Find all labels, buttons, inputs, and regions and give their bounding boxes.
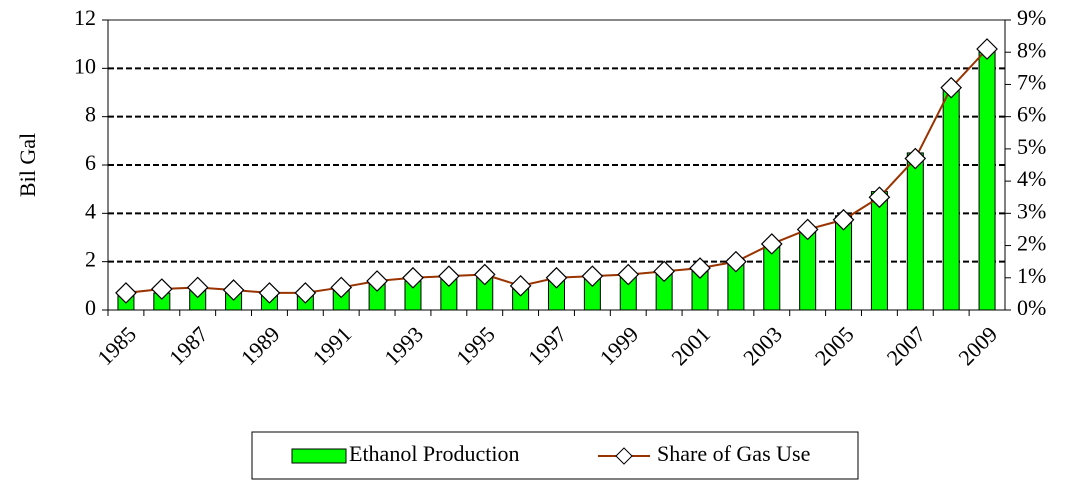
line-marker bbox=[796, 218, 819, 241]
line-marker bbox=[150, 278, 173, 300]
bar bbox=[870, 191, 888, 311]
y2-tick-label: 1% bbox=[1017, 263, 1046, 288]
line-marker bbox=[222, 279, 245, 301]
line-marker bbox=[581, 265, 604, 288]
x-tick-label: 1997 bbox=[523, 321, 572, 370]
y-tick-label: 10 bbox=[74, 53, 96, 78]
x-tick-label: 2003 bbox=[738, 321, 787, 370]
line-marker bbox=[725, 250, 747, 273]
bar bbox=[942, 87, 960, 311]
x-tick-label: 1991 bbox=[308, 321, 357, 370]
legend-marker bbox=[615, 447, 633, 465]
y2-tick-label: 8% bbox=[1017, 37, 1046, 62]
y2-tick-label: 0% bbox=[1017, 295, 1046, 320]
plot-area bbox=[108, 20, 1005, 310]
line-marker bbox=[617, 263, 640, 286]
line-marker bbox=[402, 266, 424, 289]
line-marker bbox=[940, 76, 963, 99]
y2-tick-label: 2% bbox=[1017, 231, 1046, 256]
y2-tick-label: 7% bbox=[1017, 69, 1046, 94]
x-tick-label: 2001 bbox=[666, 321, 715, 370]
x-tick-label: 1995 bbox=[451, 321, 500, 370]
line-marker bbox=[509, 274, 532, 297]
line-marker bbox=[832, 208, 855, 231]
y-tick-label: 8 bbox=[85, 102, 96, 127]
line-marker bbox=[258, 282, 281, 304]
x-tick-label: 1987 bbox=[164, 321, 213, 370]
legend-label: Share of Gas Use bbox=[657, 441, 810, 466]
line-marker bbox=[473, 263, 496, 286]
bar bbox=[906, 152, 924, 311]
line-marker bbox=[438, 265, 460, 288]
line-marker bbox=[653, 260, 675, 283]
line-marker bbox=[760, 233, 783, 255]
x-tick-label: 1989 bbox=[236, 321, 285, 370]
y-tick-label: 6 bbox=[85, 150, 96, 175]
line-marker bbox=[330, 276, 353, 299]
line-marker bbox=[186, 276, 209, 299]
y-tick-label: 0 bbox=[85, 295, 96, 320]
x-tick-label: 1993 bbox=[379, 321, 428, 370]
line-marker bbox=[294, 282, 317, 304]
line-marker bbox=[868, 186, 891, 209]
legend-label: Ethanol Production bbox=[349, 441, 519, 466]
y2-tick-label: 9% bbox=[1017, 5, 1046, 30]
y2-tick-label: 4% bbox=[1017, 166, 1046, 191]
line-marker bbox=[976, 38, 998, 60]
legend-swatch bbox=[291, 448, 347, 464]
x-tick-label: 2005 bbox=[810, 321, 859, 370]
legend-box bbox=[251, 431, 859, 480]
line-marker bbox=[545, 266, 568, 289]
y-tick-label: 2 bbox=[85, 247, 96, 272]
y-axis-label: Bil Gal bbox=[15, 133, 40, 197]
x-tick-label: 1985 bbox=[92, 321, 141, 370]
y2-tick-label: 3% bbox=[1017, 198, 1046, 223]
x-tick-label: 1999 bbox=[595, 321, 644, 370]
y2-tick-label: 5% bbox=[1017, 134, 1046, 159]
y-tick-label: 4 bbox=[85, 198, 96, 223]
bar bbox=[978, 48, 996, 311]
line-marker bbox=[115, 282, 137, 304]
x-tick-label: 2009 bbox=[953, 321, 1002, 370]
line-marker bbox=[366, 270, 388, 292]
line-marker bbox=[904, 147, 927, 170]
line-marker bbox=[689, 257, 711, 279]
x-tick-label: 2007 bbox=[882, 321, 931, 370]
y-tick-label: 12 bbox=[74, 5, 96, 30]
y2-tick-label: 6% bbox=[1017, 102, 1046, 127]
